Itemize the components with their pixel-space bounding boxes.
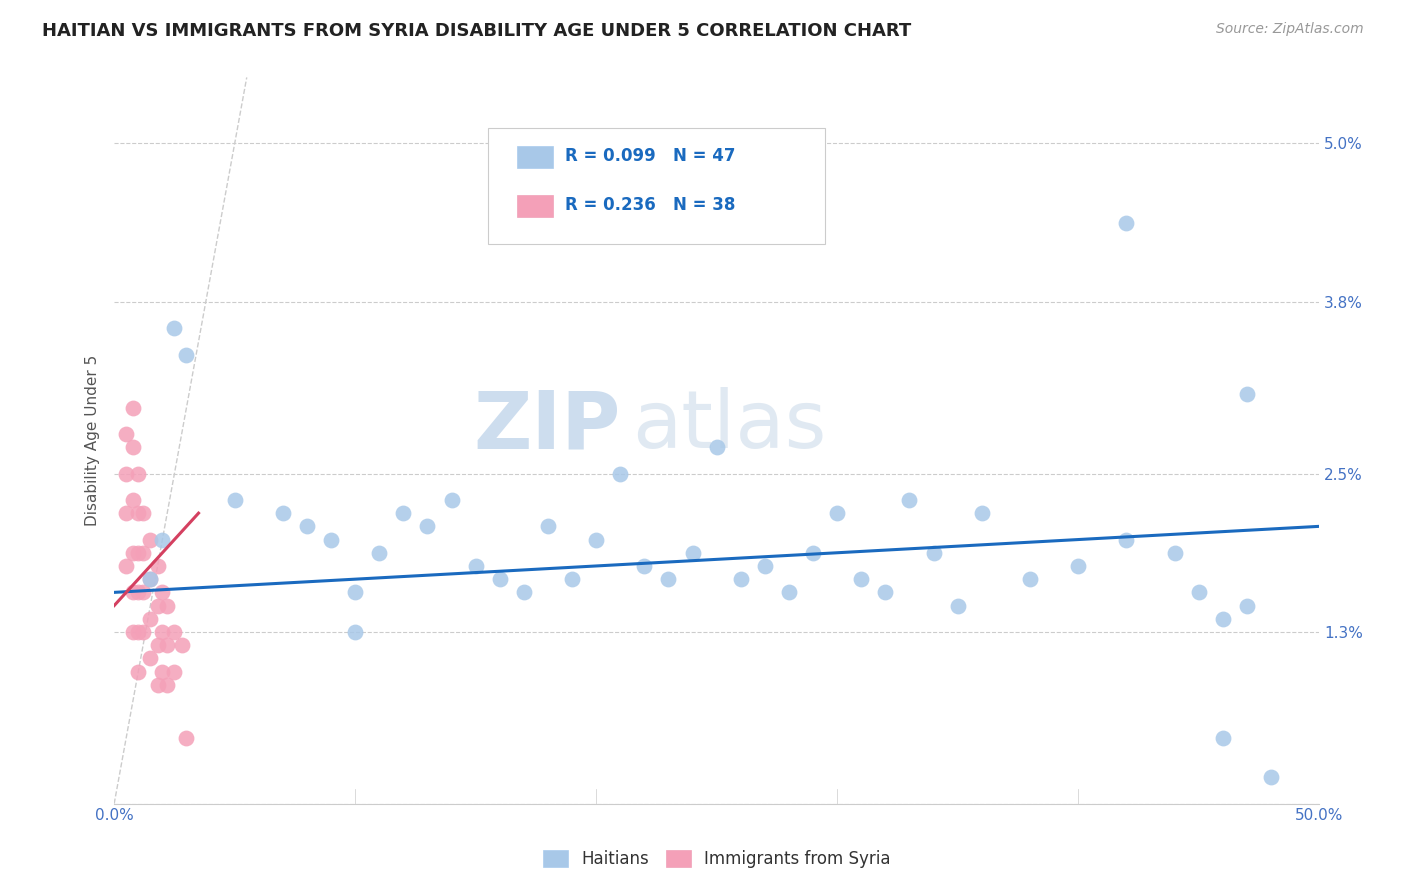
Point: [139, 572, 162, 586]
Point: [122, 585, 145, 599]
Point: [122, 624, 145, 639]
Point: [150, 533, 173, 547]
Point: [946, 599, 969, 613]
Point: [132, 506, 155, 520]
Point: [1115, 533, 1137, 547]
Point: [115, 467, 138, 481]
Point: [825, 506, 848, 520]
Point: [851, 572, 873, 586]
Point: [754, 558, 776, 573]
Point: [682, 546, 704, 560]
Point: [1188, 585, 1211, 599]
Point: [875, 585, 897, 599]
Point: [146, 599, 169, 613]
Point: [127, 665, 149, 679]
Point: [319, 533, 342, 547]
Y-axis label: Disability Age Under 5: Disability Age Under 5: [86, 355, 100, 526]
Point: [146, 558, 169, 573]
Point: [271, 506, 294, 520]
Point: [1212, 731, 1234, 745]
Point: [464, 558, 486, 573]
Point: [170, 638, 193, 652]
Point: [127, 585, 149, 599]
Point: [537, 519, 560, 533]
FancyBboxPatch shape: [516, 146, 553, 169]
Point: [970, 506, 993, 520]
Point: [1019, 572, 1042, 586]
Point: [609, 467, 631, 481]
Point: [127, 546, 149, 560]
Point: [295, 519, 318, 533]
Point: [1236, 387, 1258, 401]
Text: atlas: atlas: [633, 387, 827, 465]
Point: [801, 546, 824, 560]
Point: [115, 426, 138, 441]
Point: [730, 572, 752, 586]
Point: [224, 492, 246, 507]
Point: [127, 506, 149, 520]
Point: [156, 599, 179, 613]
Point: [922, 546, 945, 560]
Point: [416, 519, 439, 533]
Point: [368, 546, 391, 560]
Point: [132, 546, 155, 560]
Point: [122, 546, 145, 560]
Point: [344, 585, 367, 599]
Point: [139, 651, 162, 665]
Point: [585, 533, 607, 547]
Text: R = 0.099   N = 47: R = 0.099 N = 47: [565, 147, 735, 165]
Point: [440, 492, 463, 507]
Point: [122, 440, 145, 454]
Text: R = 0.236   N = 38: R = 0.236 N = 38: [565, 195, 735, 213]
Point: [146, 678, 169, 692]
Text: HAITIAN VS IMMIGRANTS FROM SYRIA DISABILITY AGE UNDER 5 CORRELATION CHART: HAITIAN VS IMMIGRANTS FROM SYRIA DISABIL…: [42, 22, 911, 40]
Point: [122, 401, 145, 415]
Point: [150, 665, 173, 679]
Point: [127, 467, 149, 481]
Text: ZIP: ZIP: [472, 387, 620, 465]
Point: [127, 624, 149, 639]
Point: [513, 585, 536, 599]
Point: [146, 638, 169, 652]
Point: [115, 558, 138, 573]
FancyBboxPatch shape: [516, 195, 553, 217]
Point: [1115, 216, 1137, 230]
Point: [344, 624, 367, 639]
Point: [139, 612, 162, 626]
Point: [139, 572, 162, 586]
Point: [706, 440, 728, 454]
Point: [163, 321, 186, 335]
Point: [132, 624, 155, 639]
Text: Source: ZipAtlas.com: Source: ZipAtlas.com: [1216, 22, 1364, 37]
Point: [150, 585, 173, 599]
Point: [139, 533, 162, 547]
Point: [1260, 770, 1282, 784]
Point: [1212, 612, 1234, 626]
Point: [898, 492, 921, 507]
Point: [488, 572, 510, 586]
Point: [633, 558, 655, 573]
Point: [163, 624, 186, 639]
Point: [150, 624, 173, 639]
Legend: Haitians, Immigrants from Syria: Haitians, Immigrants from Syria: [543, 850, 890, 868]
Point: [176, 348, 198, 362]
Point: [1163, 546, 1185, 560]
Point: [132, 585, 155, 599]
Point: [176, 731, 198, 745]
Point: [1236, 599, 1258, 613]
Point: [156, 638, 179, 652]
Point: [561, 572, 583, 586]
Point: [657, 572, 679, 586]
Point: [115, 506, 138, 520]
Point: [122, 492, 145, 507]
Point: [392, 506, 415, 520]
Point: [1067, 558, 1090, 573]
Point: [156, 678, 179, 692]
Point: [163, 665, 186, 679]
Point: [778, 585, 800, 599]
FancyBboxPatch shape: [488, 128, 825, 244]
